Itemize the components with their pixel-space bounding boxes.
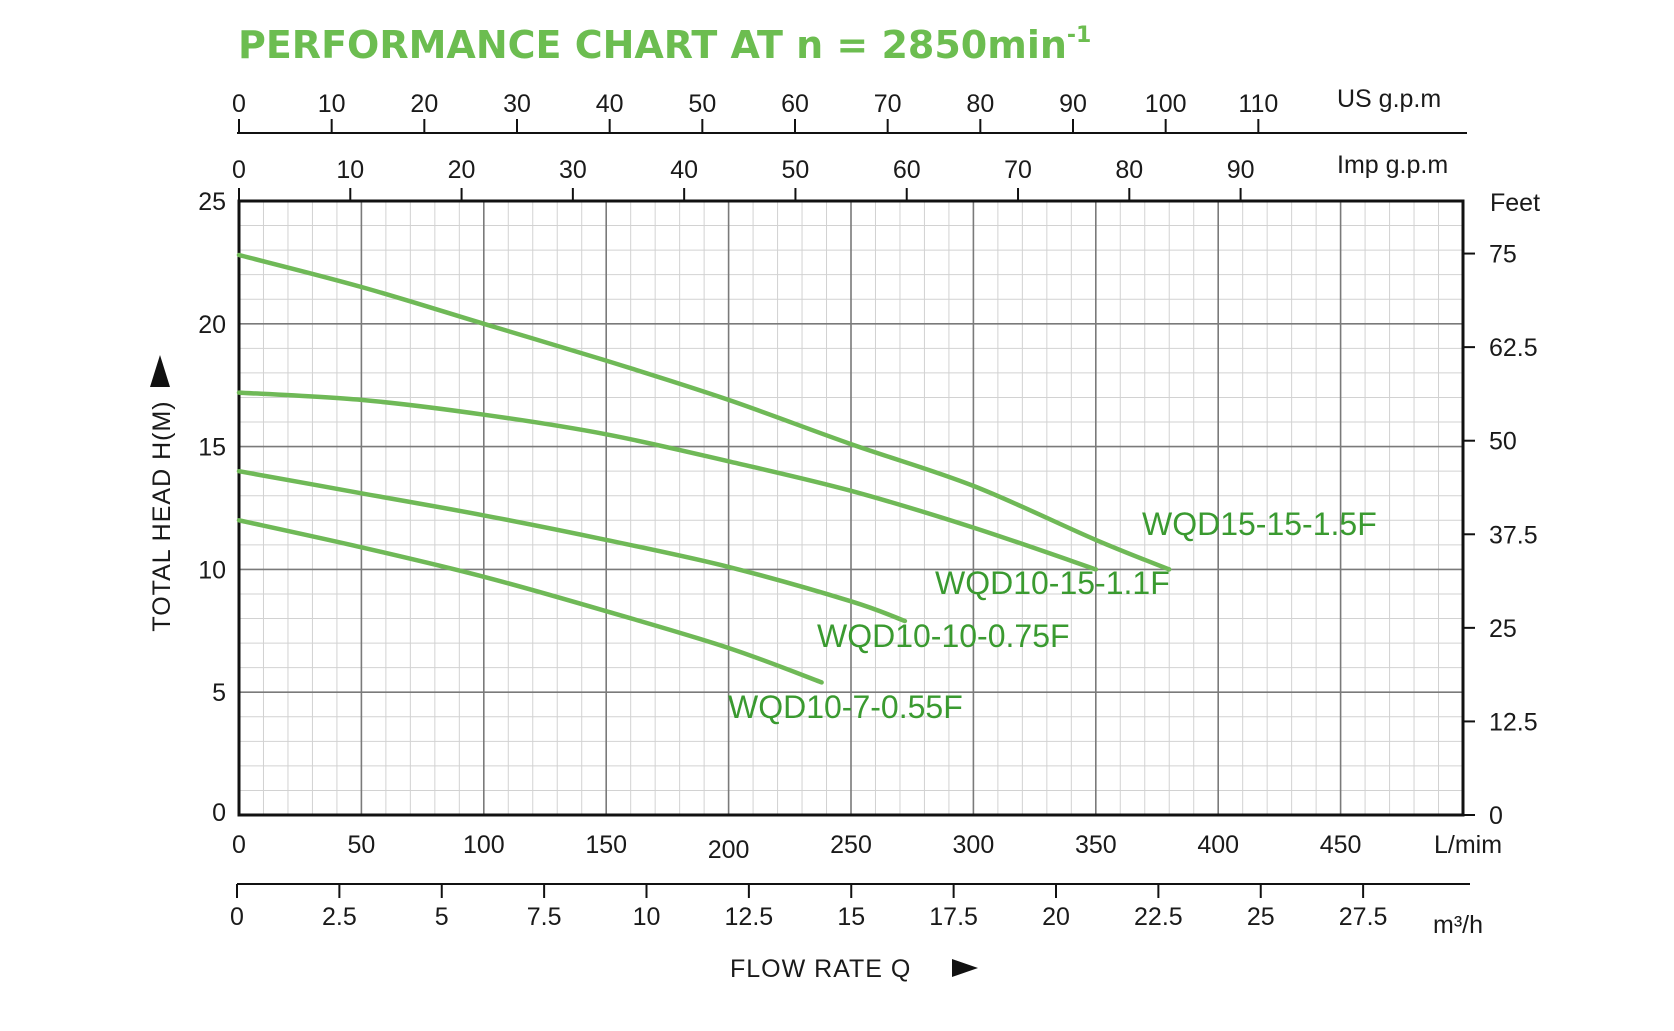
top-axis-imp-gpm: 0 10 20 30 40 50 60 70 80 90 Imp g.p.m [232,151,1448,201]
top-axis-us-gpm: 0 10 20 30 40 50 60 70 80 90 100 110 US g.p.m [232,85,1467,134]
m3h-tick-label: 22.5 [1134,903,1183,931]
y-axis-right-feet: Feet 0 12.5 25 37.5 50 62.5 75 [1463,189,1540,830]
x-tick-label: 200 [708,836,750,864]
x-tick-label: 100 [463,831,505,859]
m3h-tick-label: 12.5 [725,903,774,931]
m3h-unit-label: m³/h [1433,911,1483,939]
chart-grid [237,199,1465,817]
x-tick-label: 0 [232,831,246,859]
y-right-tick-label: 25 [1489,615,1517,643]
x-tick-label: 50 [347,831,375,859]
y-right-tick-label: 0 [1489,802,1503,830]
us-tick-label: 70 [874,90,902,118]
m3h-tick-label: 25 [1247,903,1275,931]
imp-tick-label: 0 [232,156,246,184]
y-tick-label: 20 [198,311,226,339]
curve-label-wqd10-10-0.75f: WQD10-10-0.75F [817,618,1070,654]
us-tick-label: 10 [318,90,346,118]
us-tick-label: 0 [232,90,246,118]
y-tick-label: 15 [198,434,226,462]
y-right-tick-label: 37.5 [1489,521,1538,549]
imp-tick-label: 90 [1227,156,1255,184]
y-tick-label: 5 [212,679,226,707]
curve-label-wqd10-15-1.1f: WQD10-15-1.1F [935,565,1170,601]
x-axis-title: FLOW RATE Q [730,955,911,983]
imp-tick-label: 40 [670,156,698,184]
us-tick-label: 50 [688,90,716,118]
imp-tick-label: 10 [336,156,364,184]
curve-wqd10-7-0.55f [236,518,824,685]
curve-wqd15-15-1.5f [236,252,1172,572]
us-tick-label: 20 [410,90,438,118]
y-tick-label: 25 [198,188,226,216]
y-right-tick-label: 50 [1489,428,1517,456]
chart-title-main: PERFORMANCE CHART AT n = 2850min [238,23,1067,67]
curve-wqd10-10-0.75f [236,468,908,624]
curve-labels: WQD15-15-1.5F WQD10-15-1.1F WQD10-10-0.75F… [728,506,1377,725]
m3h-tick-label: 7.5 [527,903,562,931]
x-tick-label: 450 [1320,831,1362,859]
x-tick-label: 300 [953,831,995,859]
us-tick-label: 90 [1059,90,1087,118]
x-tick-label: 250 [830,831,872,859]
y-tick-label: 10 [198,556,226,584]
y-right-tick-label: 75 [1489,241,1517,269]
x-axis-arrow-icon [952,959,978,977]
us-tick-label: 40 [596,90,624,118]
us-tick-label: 80 [966,90,994,118]
x-axis-lmin: 0 50 100 150 200 250 300 350 400 450 L/mim [232,831,1502,864]
bottom-axis-m3h: 0 2.5 5 7.5 10 12.5 15 17.5 20 22.5 25 27.5 m³/h [230,883,1483,939]
curve-label-wqd10-7-0.55f: WQD10-7-0.55F [728,689,963,725]
m3h-tick-label: 0 [230,903,244,931]
y-right-tick-label: 12.5 [1489,708,1538,736]
imp-tick-label: 20 [448,156,476,184]
imp-tick-label: 30 [559,156,587,184]
y-right-unit-label: Feet [1490,189,1540,217]
curve-label-wqd15-15-1.5f: WQD15-15-1.5F [1142,506,1377,542]
curve-wqd10-15-1.1f [236,390,1099,572]
y-axis-title: TOTAL HEAD H(M) [148,400,176,631]
us-unit-label: US g.p.m [1337,85,1441,113]
m3h-tick-label: 20 [1042,903,1070,931]
m3h-tick-label: 17.5 [929,903,978,931]
imp-tick-label: 60 [893,156,921,184]
x-tick-label: 350 [1075,831,1117,859]
m3h-tick-label: 5 [435,903,449,931]
y-axis-left: 0 5 10 15 20 25 [198,188,226,827]
chart-title: PERFORMANCE CHART AT n = 2850min-1 [238,23,1091,67]
pump-curves [236,252,1172,685]
m3h-tick-label: 27.5 [1339,903,1388,931]
imp-tick-label: 70 [1004,156,1032,184]
us-tick-label: 30 [503,90,531,118]
y-tick-label: 0 [212,799,226,827]
us-tick-label: 60 [781,90,809,118]
imp-tick-label: 50 [782,156,810,184]
x-unit-label: L/mim [1434,831,1502,859]
m3h-tick-label: 10 [633,903,661,931]
chart-title-superscript: -1 [1067,23,1091,48]
x-tick-label: 400 [1197,831,1239,859]
x-tick-label: 150 [585,831,627,859]
m3h-tick-label: 2.5 [322,903,357,931]
imp-tick-label: 80 [1115,156,1143,184]
m3h-tick-label: 15 [837,903,865,931]
plot-frame [237,199,1465,817]
us-tick-label: 110 [1238,90,1278,118]
us-tick-label: 100 [1145,90,1187,118]
imp-unit-label: Imp g.p.m [1337,151,1448,179]
y-right-tick-label: 62.5 [1489,334,1538,362]
y-axis-arrow-icon [150,355,170,387]
